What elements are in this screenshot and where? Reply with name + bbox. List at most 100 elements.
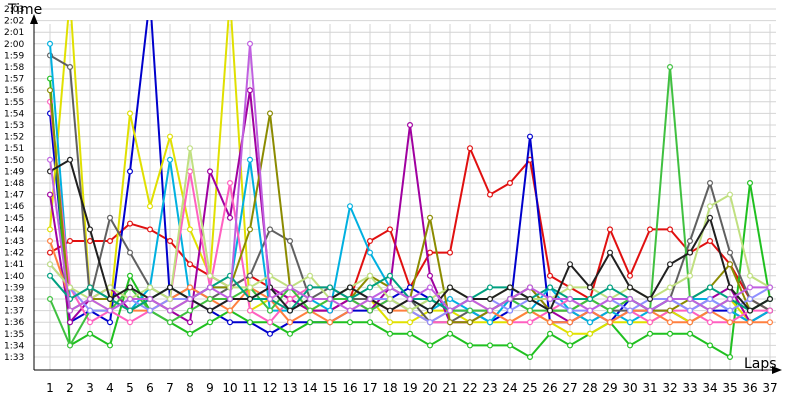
data-point	[606, 249, 613, 256]
x-tick-label: 26	[542, 381, 557, 395]
y-tick-label: 1:38	[4, 295, 24, 305]
data-point	[507, 296, 514, 303]
x-tick-label: 4	[106, 381, 114, 395]
data-point	[666, 330, 673, 337]
data-point	[167, 319, 174, 326]
y-tick-label: 1:54	[4, 109, 24, 119]
y-tick-label: 2:00	[4, 40, 24, 50]
data-point	[367, 272, 374, 279]
data-point	[46, 226, 53, 233]
x-tick-label: 13	[282, 381, 297, 395]
data-point	[766, 319, 773, 326]
data-point	[187, 145, 194, 152]
data-point	[187, 226, 194, 233]
data-point	[367, 296, 374, 303]
data-point	[427, 284, 434, 291]
data-point	[387, 296, 394, 303]
data-point	[126, 110, 133, 117]
data-point	[126, 272, 133, 279]
y-axis-title: Time	[7, 2, 42, 18]
data-point	[726, 249, 733, 256]
data-point	[526, 133, 533, 140]
data-point	[766, 284, 773, 291]
y-tick-label: 1:47	[4, 191, 24, 201]
data-point	[726, 307, 733, 314]
data-point	[187, 284, 194, 291]
data-point	[66, 156, 73, 163]
data-point	[207, 307, 214, 314]
y-axis-arrow	[30, 14, 38, 24]
data-point	[207, 284, 214, 291]
y-tick-label: 1:43	[4, 237, 24, 247]
data-point	[407, 330, 414, 337]
grid	[34, 8, 776, 370]
data-point	[307, 296, 314, 303]
y-tick-label: 1:57	[4, 75, 24, 85]
y-tick-label: 1:45	[4, 214, 24, 224]
data-point	[327, 319, 334, 326]
data-point	[706, 307, 713, 314]
data-point	[467, 307, 474, 314]
data-point	[247, 40, 254, 47]
data-point	[287, 296, 294, 303]
data-point	[106, 319, 113, 326]
data-point	[507, 307, 514, 314]
data-point	[147, 307, 154, 314]
data-point	[566, 330, 573, 337]
data-point	[227, 319, 234, 326]
data-point	[606, 226, 613, 233]
data-point	[427, 249, 434, 256]
data-point	[706, 319, 713, 326]
data-point	[126, 319, 133, 326]
data-point	[46, 261, 53, 268]
data-point	[307, 272, 314, 279]
data-point	[46, 238, 53, 245]
x-tick-label: 29	[602, 381, 617, 395]
data-point	[586, 319, 593, 326]
data-point	[287, 319, 294, 326]
data-point	[686, 272, 693, 279]
data-point	[487, 284, 494, 291]
data-point	[387, 272, 394, 279]
data-point	[387, 330, 394, 337]
data-point	[626, 342, 633, 349]
y-tick-label: 1:50	[4, 156, 24, 166]
data-point	[447, 319, 454, 326]
data-point	[126, 168, 133, 175]
data-point	[367, 319, 374, 326]
y-tick-label: 1:41	[4, 260, 24, 270]
data-point	[467, 145, 474, 152]
data-point	[267, 226, 274, 233]
data-point	[106, 296, 113, 303]
data-point	[387, 226, 394, 233]
data-point	[586, 330, 593, 337]
x-tick-label: 7	[166, 381, 174, 395]
data-point	[746, 307, 753, 314]
data-point	[407, 319, 414, 326]
data-point	[606, 296, 613, 303]
data-point	[427, 296, 434, 303]
data-point	[706, 214, 713, 221]
data-point	[126, 284, 133, 291]
data-point	[447, 249, 454, 256]
data-point	[106, 307, 113, 314]
y-tick-label: 1:44	[4, 225, 24, 235]
data-point	[566, 284, 573, 291]
data-point	[287, 238, 294, 245]
data-point	[626, 307, 633, 314]
data-point	[267, 307, 274, 314]
x-tick-label: 9	[206, 381, 214, 395]
data-point	[327, 296, 334, 303]
data-point	[367, 238, 374, 245]
data-point	[586, 284, 593, 291]
x-tick-label: 14	[302, 381, 317, 395]
x-tick-label: 18	[382, 381, 397, 395]
data-point	[167, 296, 174, 303]
x-tick-label: 2	[66, 381, 74, 395]
data-point	[187, 319, 194, 326]
x-tick-label: 1	[46, 381, 54, 395]
data-point	[447, 330, 454, 337]
data-point	[487, 296, 494, 303]
data-point	[526, 307, 533, 314]
data-point	[46, 249, 53, 256]
